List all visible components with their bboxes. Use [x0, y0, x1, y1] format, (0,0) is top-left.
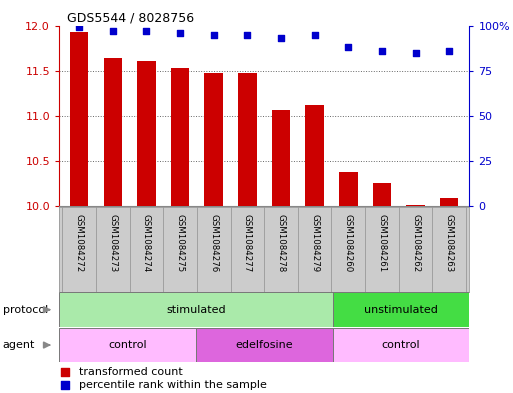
Point [243, 31, 251, 38]
Text: GSM1084272: GSM1084272 [75, 214, 84, 272]
Text: control: control [382, 340, 420, 350]
Text: unstimulated: unstimulated [364, 305, 438, 315]
Text: GSM1084279: GSM1084279 [310, 214, 319, 272]
Point [176, 29, 184, 36]
Text: GSM1084262: GSM1084262 [411, 214, 420, 272]
Bar [440, 198, 459, 206]
Text: protocol: protocol [3, 305, 48, 315]
Point [75, 24, 83, 31]
Text: percentile rank within the sample: percentile rank within the sample [78, 380, 267, 390]
Point [411, 50, 420, 56]
Text: GSM1084277: GSM1084277 [243, 214, 252, 272]
Bar [196, 328, 332, 362]
Text: GSM1084276: GSM1084276 [209, 214, 218, 272]
Text: GSM1084260: GSM1084260 [344, 214, 353, 272]
Bar [238, 73, 256, 206]
Text: GSM1084263: GSM1084263 [445, 214, 453, 272]
Text: agent: agent [3, 340, 35, 350]
Bar [137, 61, 156, 206]
Bar [70, 32, 88, 206]
Text: transformed count: transformed count [78, 367, 183, 377]
Point [344, 44, 352, 50]
Bar [59, 328, 196, 362]
Text: GSM1084261: GSM1084261 [378, 214, 386, 272]
Text: control: control [108, 340, 147, 350]
Point [316, 200, 324, 206]
Bar [104, 58, 122, 206]
Bar [332, 328, 469, 362]
Bar [372, 183, 391, 206]
Bar [171, 68, 189, 206]
Bar [332, 292, 469, 327]
Bar [272, 110, 290, 206]
Text: edelfosine: edelfosine [235, 340, 293, 350]
Point [316, 321, 324, 327]
Bar [305, 105, 324, 206]
Bar [406, 204, 425, 206]
Point [210, 31, 218, 38]
Point [277, 35, 285, 41]
Text: GSM1084273: GSM1084273 [108, 214, 117, 272]
Point [445, 48, 453, 54]
Text: GSM1084278: GSM1084278 [277, 214, 286, 272]
Text: GDS5544 / 8028756: GDS5544 / 8028756 [67, 11, 194, 24]
Bar [59, 292, 332, 327]
Text: GSM1084274: GSM1084274 [142, 214, 151, 272]
Bar [205, 73, 223, 206]
Text: stimulated: stimulated [166, 305, 226, 315]
Point [378, 48, 386, 54]
Point [142, 28, 150, 34]
Point [109, 28, 117, 34]
Text: GSM1084275: GSM1084275 [175, 214, 185, 272]
Bar [339, 172, 358, 206]
Point [310, 31, 319, 38]
